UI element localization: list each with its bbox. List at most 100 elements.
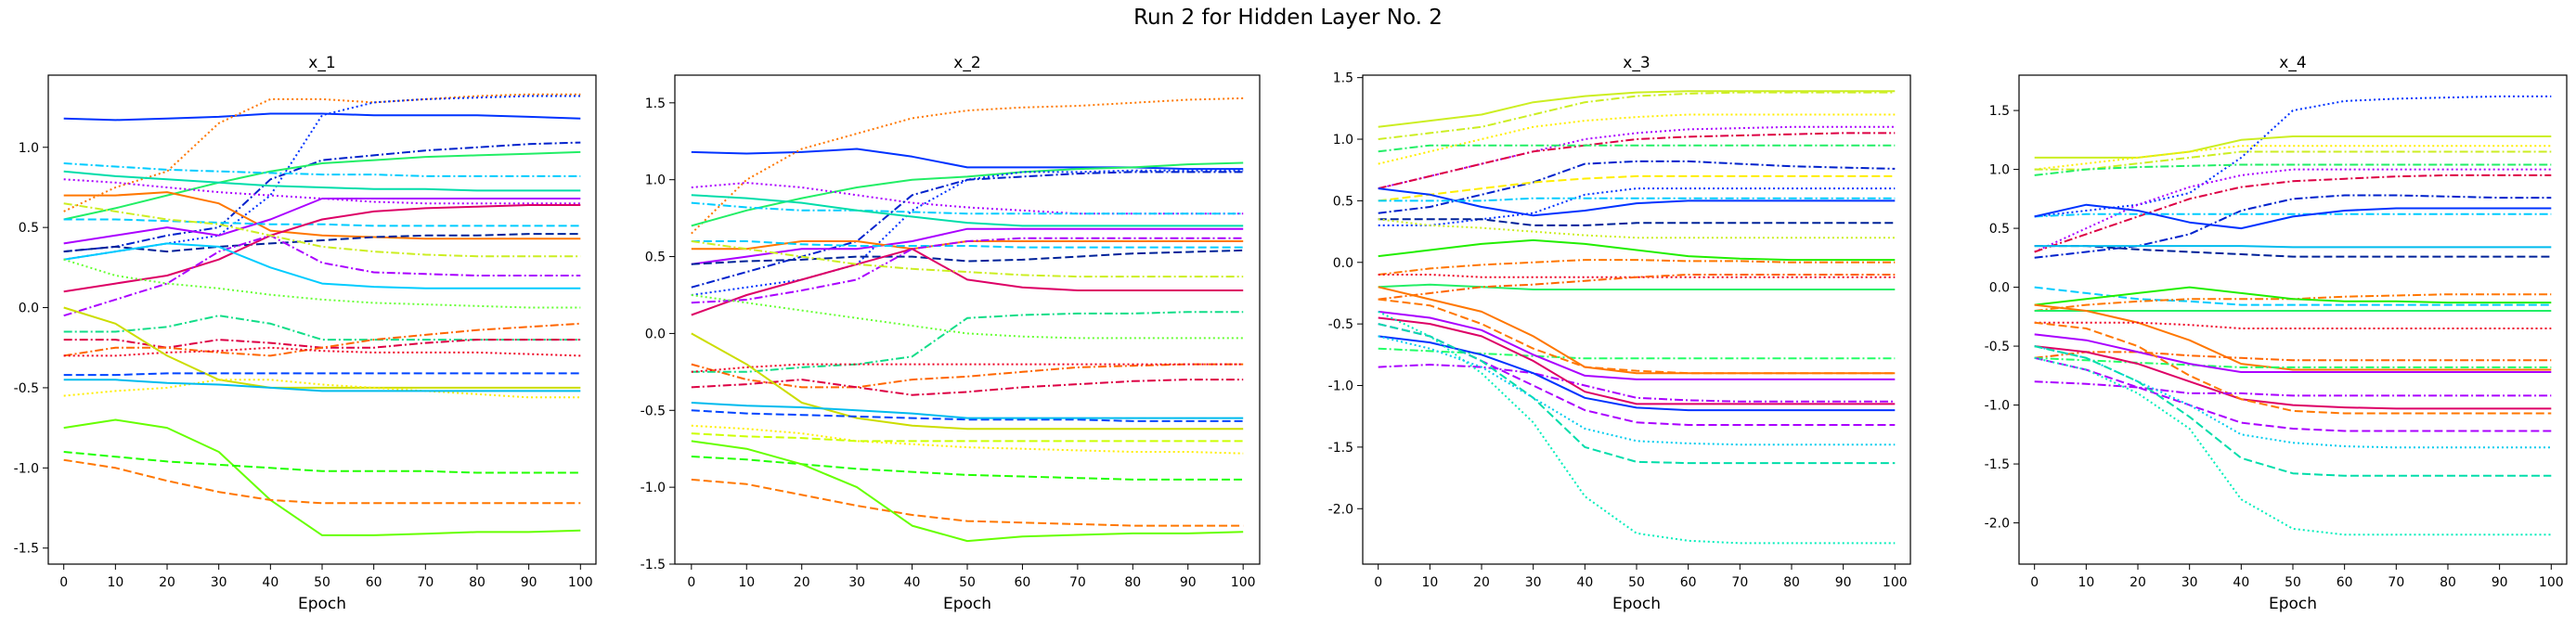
series-line-7 bbox=[2034, 174, 2552, 253]
series-line-24 bbox=[2034, 356, 2552, 432]
subplot-title: x_2 bbox=[953, 54, 980, 72]
y-tick-label: 0.0 bbox=[1989, 281, 2010, 296]
series-line-21 bbox=[2034, 333, 2552, 373]
series-line-24 bbox=[63, 379, 581, 399]
x-tick-label: 100 bbox=[1231, 575, 1256, 590]
x-tick-label: 0 bbox=[59, 575, 68, 590]
series-line-4 bbox=[63, 141, 581, 253]
series-line-26 bbox=[2034, 345, 2552, 449]
x-axis-label: Epoch bbox=[1612, 595, 1661, 613]
series-line-1 bbox=[63, 112, 581, 122]
series-line-1 bbox=[1378, 90, 1896, 128]
series-line-22 bbox=[1378, 310, 1896, 380]
y-tick-label: -1.0 bbox=[14, 461, 39, 476]
series-line-2 bbox=[1378, 91, 1896, 140]
x-axis-label: Epoch bbox=[2269, 595, 2317, 613]
x-tick-label: 30 bbox=[2181, 575, 2198, 590]
series-line-25 bbox=[1378, 335, 1896, 412]
x-tick-label: 60 bbox=[1680, 575, 1697, 590]
x-tick-label: 0 bbox=[2030, 575, 2039, 590]
series-line-3 bbox=[691, 161, 1244, 227]
x-tick-label: 70 bbox=[1069, 575, 1086, 590]
y-tick-label: 1.0 bbox=[1989, 163, 2010, 178]
series-line-10 bbox=[1378, 187, 1896, 217]
x-tick-label: 20 bbox=[1473, 575, 1490, 590]
x-tick-label: 50 bbox=[314, 575, 330, 590]
x-tick-label: 100 bbox=[2539, 575, 2564, 590]
series-line-1 bbox=[691, 148, 1244, 171]
x-tick-label: 40 bbox=[904, 575, 921, 590]
series-line-22 bbox=[63, 306, 581, 389]
x-tick-label: 100 bbox=[568, 575, 593, 590]
x-tick-label: 60 bbox=[366, 575, 382, 590]
subplot-3: 0 10 20 30 40 50 60 70 80 90 100 -2.0 -1.5 -1.0 -0.5 0.… bbox=[1328, 54, 1911, 613]
series-line-25 bbox=[2034, 380, 2552, 397]
series-line-24 bbox=[1378, 316, 1896, 405]
series-line-12 bbox=[691, 240, 1244, 249]
series-line-18 bbox=[63, 315, 581, 341]
x-axis-label: Epoch bbox=[943, 595, 991, 613]
x-tick-label: 20 bbox=[794, 575, 810, 590]
x-tick-label: 40 bbox=[1576, 575, 1593, 590]
x-tick-label: 50 bbox=[1628, 575, 1645, 590]
x-tick-label: 30 bbox=[1525, 575, 1542, 590]
axes-frame bbox=[1362, 74, 1911, 565]
series-line-24 bbox=[691, 424, 1244, 455]
y-tick-label: -1.5 bbox=[14, 542, 39, 557]
series-line-18 bbox=[2034, 321, 2552, 329]
series-line-27 bbox=[691, 478, 1244, 527]
series-line-1 bbox=[2034, 95, 2552, 218]
series-line-10 bbox=[691, 240, 1244, 251]
series-line-18 bbox=[691, 363, 1244, 389]
y-tick-label: -1.5 bbox=[641, 558, 666, 572]
x-tick-label: 10 bbox=[1421, 575, 1438, 590]
y-tick-label: 0.0 bbox=[645, 327, 666, 341]
series-line-15 bbox=[63, 242, 581, 289]
y-tick-label: -1.0 bbox=[641, 481, 666, 495]
x-tick-label: 20 bbox=[159, 575, 175, 590]
series-line-2 bbox=[2034, 135, 2552, 159]
series-line-26 bbox=[691, 456, 1244, 481]
series-line-28 bbox=[691, 440, 1244, 543]
series-line-4 bbox=[2034, 150, 2552, 171]
series-line-20 bbox=[63, 322, 581, 357]
series-line-9 bbox=[691, 227, 1244, 265]
x-tick-label: 40 bbox=[262, 575, 278, 590]
y-tick-label: -0.5 bbox=[1328, 317, 1353, 332]
series-line-6 bbox=[691, 201, 1244, 215]
series-line-11 bbox=[63, 233, 581, 253]
x-tick-label: 60 bbox=[2337, 575, 2353, 590]
y-tick-label: -0.5 bbox=[14, 381, 39, 396]
series-line-22 bbox=[2034, 345, 2552, 410]
series-line-20 bbox=[691, 363, 1244, 373]
series-line-9 bbox=[63, 191, 581, 240]
series-line-17 bbox=[691, 311, 1244, 373]
series-line-17 bbox=[1378, 283, 1896, 290]
axes-frame bbox=[47, 74, 597, 565]
series-line-14 bbox=[63, 234, 581, 317]
series-line-13 bbox=[691, 248, 1244, 316]
x-tick-label: 10 bbox=[2078, 575, 2094, 590]
series-group bbox=[1378, 90, 1896, 545]
series-line-6 bbox=[63, 162, 581, 177]
series-line-22 bbox=[691, 409, 1244, 422]
x-tick-label: 30 bbox=[848, 575, 865, 590]
series-line-27 bbox=[1378, 323, 1896, 465]
series-line-15 bbox=[1378, 259, 1896, 276]
series-line-13 bbox=[2034, 286, 2552, 306]
series-line-15 bbox=[2034, 286, 2552, 306]
series-line-23 bbox=[1378, 364, 1896, 403]
series-line-29 bbox=[1378, 335, 1896, 446]
series-line-7 bbox=[691, 171, 1244, 289]
y-tick-label: 1.0 bbox=[1333, 133, 1353, 148]
y-tick-label: -1.0 bbox=[1328, 379, 1353, 394]
subplot-title: x_1 bbox=[308, 54, 335, 72]
series-line-8 bbox=[691, 194, 1244, 227]
series-line-21 bbox=[1378, 298, 1896, 375]
axes-frame bbox=[2018, 74, 2568, 565]
series-line-13 bbox=[1378, 218, 1896, 239]
x-tick-label: 90 bbox=[1835, 575, 1852, 590]
y-tick-label: 0.5 bbox=[1989, 222, 2010, 237]
y-tick-label: -1.5 bbox=[1328, 441, 1353, 456]
